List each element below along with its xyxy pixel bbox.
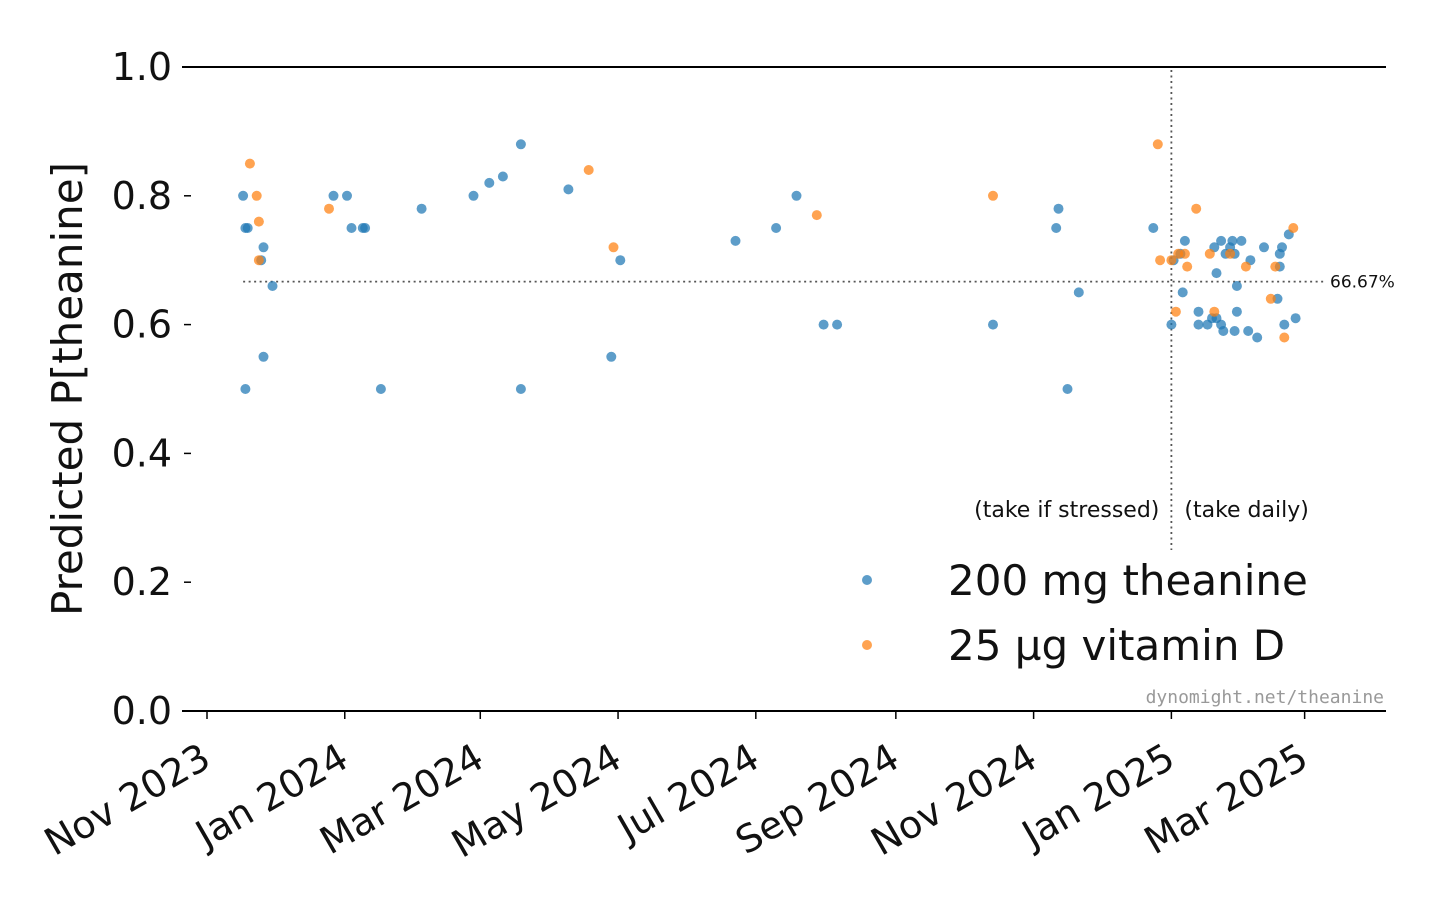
data-point	[416, 203, 427, 214]
data-point	[1155, 255, 1166, 266]
data-point	[771, 223, 782, 233]
data-point	[258, 242, 269, 253]
data-point	[1179, 248, 1190, 259]
data-point	[832, 319, 843, 330]
data-point	[484, 177, 495, 188]
data-point	[1166, 255, 1177, 266]
data-point	[615, 255, 626, 266]
data-point	[988, 319, 998, 330]
data-point	[988, 190, 998, 201]
data-point	[1277, 242, 1287, 253]
data-point	[1216, 235, 1227, 246]
data-point	[583, 165, 594, 175]
y-tick-label: 0.6	[112, 303, 172, 347]
data-point	[267, 281, 278, 291]
data-point	[1265, 293, 1276, 304]
annotation-left: (take if stressed)	[974, 498, 1159, 523]
data-point	[346, 223, 357, 233]
data-point	[818, 319, 829, 330]
chart-text: Predicted P[theanine] (take if stressed) (…	[43, 162, 1384, 708]
data-point	[1073, 287, 1084, 298]
series-2	[244, 139, 1299, 343]
data-point	[811, 210, 822, 221]
data-point	[1211, 268, 1222, 279]
annotation-right: (take daily)	[1184, 498, 1308, 523]
data-point	[1051, 223, 1062, 233]
data-point	[1252, 332, 1263, 343]
data-point	[1279, 332, 1290, 343]
data-point	[1191, 203, 1202, 214]
data-point	[1236, 235, 1247, 246]
legend: 200 mg theanine 25 µg vitamin D	[862, 556, 1308, 670]
y-tick-label: 1.0	[112, 45, 172, 89]
y-tick-label: 0.8	[112, 174, 172, 218]
data-point	[1231, 281, 1242, 291]
data-point	[328, 190, 339, 201]
series-1	[238, 139, 1301, 394]
data-point	[1270, 261, 1281, 272]
data-point	[1053, 203, 1064, 214]
data-point	[515, 139, 526, 150]
data-point	[1240, 261, 1251, 272]
data-point	[1170, 306, 1181, 317]
data-point	[1193, 319, 1204, 330]
data-point	[497, 171, 508, 182]
data-point	[1193, 306, 1204, 317]
data-point	[244, 158, 255, 169]
data-point	[1290, 313, 1301, 324]
data-point	[1148, 223, 1159, 233]
data-point	[1204, 248, 1215, 259]
reference-line-label: 66.67%	[1330, 273, 1395, 293]
data-point	[1152, 139, 1163, 150]
data-point	[1182, 261, 1193, 272]
data-point	[1179, 235, 1190, 246]
data-point	[360, 223, 371, 233]
data-point	[791, 190, 802, 201]
data-points	[238, 139, 1301, 394]
data-point	[1259, 242, 1269, 253]
watermark: dynomight.net/theanine	[1146, 687, 1384, 708]
legend-label: 25 µg vitamin D	[948, 621, 1285, 670]
data-point	[253, 255, 264, 266]
data-point	[608, 242, 619, 253]
x-tick-label: Nov 2023	[37, 735, 217, 865]
legend-marker	[862, 640, 872, 650]
data-point	[342, 190, 352, 201]
data-point	[563, 184, 574, 195]
y-axis-label: Predicted P[theanine]	[43, 162, 92, 616]
data-point	[258, 351, 269, 362]
data-point	[730, 235, 741, 246]
data-point	[1062, 384, 1073, 394]
data-point	[1218, 326, 1229, 336]
data-point	[1229, 326, 1240, 336]
data-point	[1177, 287, 1188, 298]
data-point	[242, 223, 253, 233]
data-point	[468, 190, 479, 201]
data-point	[1288, 223, 1299, 233]
data-point	[515, 384, 526, 394]
y-tick-label: 0.4	[112, 431, 172, 475]
data-point	[1231, 306, 1242, 317]
data-point	[1166, 319, 1177, 330]
data-point	[1225, 248, 1236, 259]
y-tick-label: 0.0	[112, 689, 172, 733]
data-point	[606, 351, 617, 362]
y-tick-label: 0.2	[112, 560, 172, 604]
data-point	[251, 190, 262, 201]
data-point	[238, 190, 249, 201]
data-point	[240, 384, 251, 394]
reference-lines: 66.67%	[243, 70, 1395, 550]
data-point	[1279, 319, 1290, 330]
data-point	[1243, 326, 1254, 336]
data-point	[324, 203, 334, 214]
legend-marker	[862, 575, 872, 585]
legend-label: 200 mg theanine	[948, 556, 1308, 605]
data-point	[1209, 306, 1220, 317]
data-point	[1227, 235, 1238, 246]
data-point	[253, 216, 264, 227]
data-point	[375, 384, 386, 394]
